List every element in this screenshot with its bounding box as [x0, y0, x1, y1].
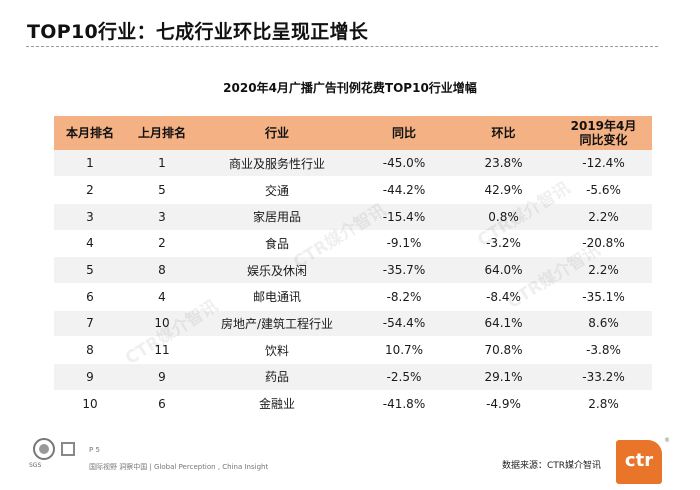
industry-cell: 商业及服务性行业 [198, 150, 356, 177]
yoy-cell: -41.8% [356, 390, 452, 417]
previous-rank-cell: 11 [126, 336, 198, 364]
table-row: 4 2 食品 -9.1% -3.2% -20.8% [54, 230, 652, 257]
table-row: 3 3 家居用品 -15.4% 0.8% 2.2% [54, 203, 652, 231]
industry-cell: 食品 [198, 230, 356, 257]
yoy-change-2019-cell: 2.2% [555, 203, 652, 231]
current-rank-cell: 8 [54, 336, 126, 364]
yoy-cell: -35.7% [356, 256, 452, 284]
mom-cell: -8.4% [452, 283, 555, 311]
current-rank-cell: 6 [54, 283, 126, 311]
current-rank-cell: 10 [54, 390, 126, 417]
header-previous-rank: 上月排名 [126, 116, 198, 150]
header-yoy-change-label: 同比变化 [579, 133, 628, 147]
previous-rank-cell: 10 [126, 310, 198, 337]
previous-rank-cell: 8 [126, 256, 198, 284]
mom-cell: -3.2% [452, 230, 555, 257]
table-row: 10 6 金融业 -41.8% -4.9% 2.8% [54, 390, 652, 417]
registered-mark: ® [664, 437, 670, 444]
yoy-change-2019-cell: 8.6% [555, 310, 652, 337]
current-rank-cell: 2 [54, 176, 126, 204]
previous-rank-cell: 4 [126, 283, 198, 311]
title-divider [26, 46, 658, 47]
yoy-cell: 10.7% [356, 336, 452, 364]
data-source: 数据来源：CTR媒介智讯 [502, 461, 602, 471]
current-rank-cell: 4 [54, 230, 126, 257]
yoy-change-2019-cell: -33.2% [555, 363, 652, 391]
header-industry: 行业 [198, 116, 356, 150]
yoy-change-2019-cell: -35.1% [555, 283, 652, 311]
table-row: 1 1 商业及服务性行业 -45.0% 23.8% -12.4% [54, 150, 652, 177]
page-title: TOP10行业：七成行业环比呈现正增长 [27, 21, 369, 43]
table-row: 5 8 娱乐及休闲 -35.7% 64.0% 2.2% [54, 256, 652, 284]
previous-rank-cell: 6 [126, 390, 198, 417]
industry-cell: 交通 [198, 176, 356, 204]
mom-cell: 64.1% [452, 310, 555, 337]
yoy-change-2019-cell: -3.8% [555, 336, 652, 364]
industry-cell: 娱乐及休闲 [198, 256, 356, 284]
table-row: 9 9 药品 -2.5% 29.1% -33.2% [54, 363, 652, 391]
page-number: P 5 [89, 446, 100, 454]
previous-rank-cell: 3 [126, 203, 198, 231]
mom-cell: -4.9% [452, 390, 555, 417]
header-mom: 环比 [452, 116, 555, 150]
industry-growth-table: 本月排名 上月排名 行业 同比 环比 2019年4月 同比变化 1 1 商业及服务性… [54, 116, 652, 417]
yoy-cell: -44.2% [356, 176, 452, 204]
yoy-change-2019-cell: -5.6% [555, 176, 652, 204]
mom-cell: 0.8% [452, 203, 555, 231]
certification-seal-icon [33, 438, 55, 460]
header-current-rank: 本月排名 [54, 116, 126, 150]
mom-cell: 23.8% [452, 150, 555, 177]
header-yoy: 同比 [356, 116, 452, 150]
previous-rank-cell: 2 [126, 230, 198, 257]
yoy-cell: -9.1% [356, 230, 452, 257]
ctr-logo: ctr [616, 440, 662, 484]
footer-tagline: 国际视野 洞察中国 | Global Perception , China In… [89, 463, 269, 471]
current-rank-cell: 7 [54, 310, 126, 337]
table-row: 2 5 交通 -44.2% 42.9% -5.6% [54, 176, 652, 204]
certification-mark-icon [61, 442, 75, 456]
table-row: 7 10 房地产/建筑工程行业 -54.4% 64.1% 8.6% [54, 310, 652, 337]
mom-cell: 29.1% [452, 363, 555, 391]
current-rank-cell: 5 [54, 256, 126, 284]
yoy-cell: -8.2% [356, 283, 452, 311]
industry-cell: 邮电通讯 [198, 283, 356, 311]
industry-cell: 家居用品 [198, 203, 356, 231]
table-row: 6 4 邮电通讯 -8.2% -8.4% -35.1% [54, 283, 652, 311]
table-header-row: 本月排名 上月排名 行业 同比 环比 2019年4月 同比变化 [54, 116, 652, 150]
yoy-change-2019-cell: -20.8% [555, 230, 652, 257]
industry-cell: 金融业 [198, 390, 356, 417]
industry-cell: 饮料 [198, 336, 356, 364]
sgs-badge: SGS [29, 462, 42, 469]
mom-cell: 64.0% [452, 256, 555, 284]
yoy-change-2019-cell: 2.8% [555, 390, 652, 417]
table-title: 2020年4月广播广告刊例花费TOP10行业增幅 [223, 81, 477, 95]
industry-cell: 房地产/建筑工程行业 [198, 310, 356, 337]
header-2019-yoy-change: 2019年4月 同比变化 [555, 116, 652, 150]
yoy-cell: -45.0% [356, 150, 452, 177]
table-row: 8 11 饮料 10.7% 70.8% -3.8% [54, 336, 652, 364]
header-2019-label: 2019年4月 [570, 119, 637, 133]
mom-cell: 42.9% [452, 176, 555, 204]
yoy-cell: -15.4% [356, 203, 452, 231]
current-rank-cell: 1 [54, 150, 126, 177]
yoy-change-2019-cell: 2.2% [555, 256, 652, 284]
previous-rank-cell: 5 [126, 176, 198, 204]
current-rank-cell: 3 [54, 203, 126, 231]
table-body: 1 1 商业及服务性行业 -45.0% 23.8% -12.4% 2 5 交通 -44.2% 42.… [54, 150, 652, 417]
industry-cell: 药品 [198, 363, 356, 391]
previous-rank-cell: 1 [126, 150, 198, 177]
previous-rank-cell: 9 [126, 363, 198, 391]
current-rank-cell: 9 [54, 363, 126, 391]
mom-cell: 70.8% [452, 336, 555, 364]
yoy-cell: -2.5% [356, 363, 452, 391]
yoy-change-2019-cell: -12.4% [555, 150, 652, 177]
yoy-cell: -54.4% [356, 310, 452, 337]
